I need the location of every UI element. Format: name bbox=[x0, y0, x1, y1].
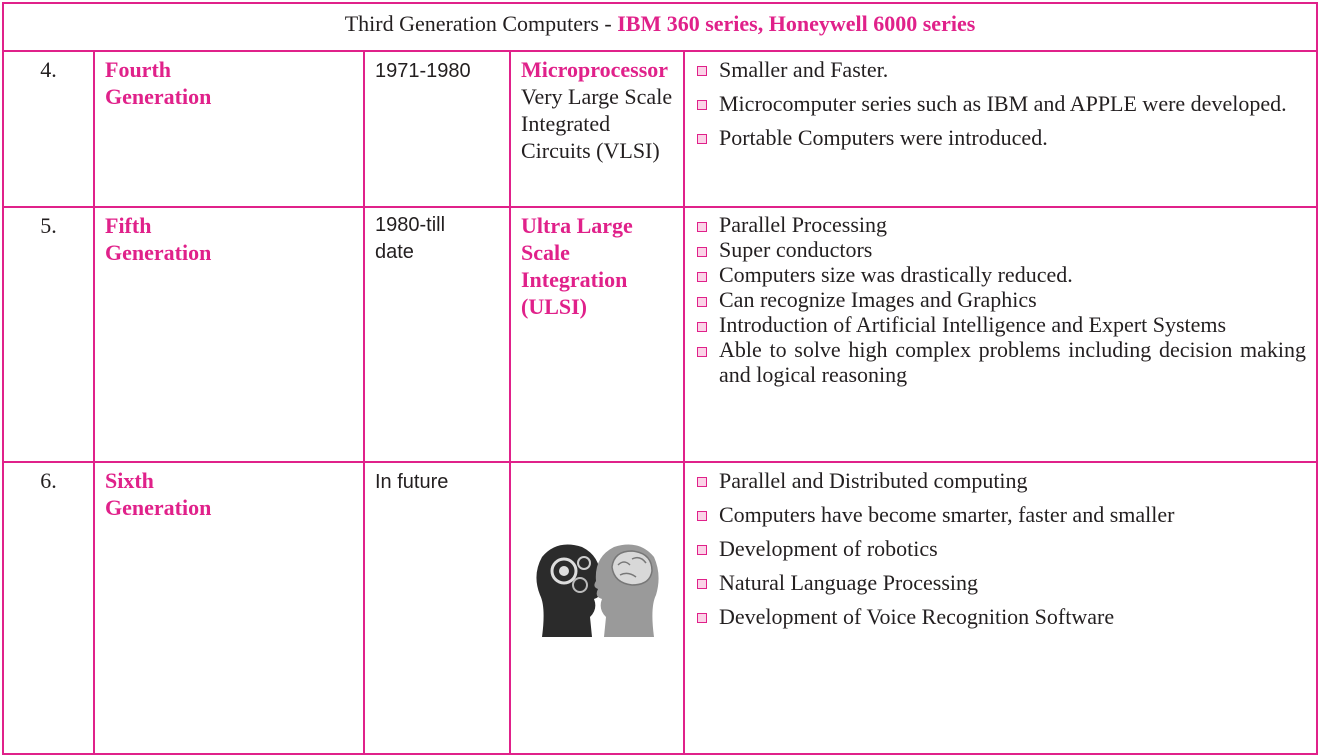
features-cell: Smaller and Faster. Microcomputer series … bbox=[683, 50, 1318, 208]
period-cell: 1971-1980 bbox=[363, 50, 511, 208]
features-list: Parallel and Distributed computing Comput… bbox=[695, 467, 1306, 630]
technology-cell: Ultra Large Scale Integration (ULSI) bbox=[509, 206, 685, 463]
feature-item: Able to solve high complex problems incl… bbox=[695, 337, 1306, 387]
feature-item: Natural Language Processing bbox=[695, 569, 1306, 596]
technology-highlight: Microprocessor bbox=[521, 57, 669, 82]
period: 1971-1980 bbox=[375, 60, 471, 82]
feature-item: Computers have become smarter, faster an… bbox=[695, 501, 1306, 528]
ai-heads-illustration bbox=[536, 544, 659, 637]
features-cell: Parallel and Distributed computing Comput… bbox=[683, 461, 1318, 755]
period: 1980-till date bbox=[375, 214, 446, 263]
technology: Very Large Scale Integrated Circuits (VL… bbox=[521, 84, 673, 163]
header-cell: Third Generation Computers - IBM 360 ser… bbox=[2, 2, 1318, 52]
generation-name: Fifth Generation bbox=[105, 213, 212, 265]
feature-item: Portable Computers were introduced. bbox=[695, 124, 1306, 151]
row-number: 5. bbox=[2, 206, 95, 463]
period-cell: In future bbox=[363, 461, 511, 755]
header-text: Third Generation Computers - bbox=[344, 11, 612, 36]
table-row: 6. Sixth Generation In future Parallel and… bbox=[2, 461, 1318, 755]
feature-item: Development of Voice Recognition Softwar… bbox=[695, 603, 1306, 630]
table-row: 5. Fifth Generation 1980-till date Ultra La… bbox=[2, 206, 1318, 463]
feature-item: Smaller and Faster. bbox=[695, 56, 1306, 83]
header-row: Third Generation Computers - IBM 360 ser… bbox=[2, 2, 1318, 52]
generation-cell: Fifth Generation bbox=[93, 206, 365, 463]
technology-cell bbox=[509, 461, 685, 755]
row-number: 4. bbox=[2, 50, 95, 208]
features-cell: Parallel Processing Super conductors Compu… bbox=[683, 206, 1318, 463]
header-highlight: IBM 360 series, Honeywell 6000 series bbox=[617, 11, 976, 36]
generation-cell: Sixth Generation bbox=[93, 461, 365, 755]
technology-cell: Microprocessor Very Large Scale Integrate… bbox=[509, 50, 685, 208]
table-row: 4. Fourth Generation 1971-1980 Microprocess… bbox=[2, 50, 1318, 208]
feature-item: Super conductors bbox=[695, 237, 1306, 262]
features-list: Smaller and Faster. Microcomputer series … bbox=[695, 56, 1306, 151]
technology-highlight: Ultra Large Scale Integration (ULSI) bbox=[521, 213, 633, 319]
features-list: Parallel Processing Super conductors Compu… bbox=[695, 212, 1306, 387]
generation-cell: Fourth Generation bbox=[93, 50, 365, 208]
feature-item: Introduction of Artificial Intelligence … bbox=[695, 312, 1306, 337]
row-number: 6. bbox=[2, 461, 95, 755]
period-cell: 1980-till date bbox=[363, 206, 511, 463]
feature-item: Parallel and Distributed computing bbox=[695, 467, 1306, 494]
feature-item: Development of robotics bbox=[695, 535, 1306, 562]
feature-item: Can recognize Images and Graphics bbox=[695, 287, 1306, 312]
generation-name: Fourth Generation bbox=[105, 57, 212, 109]
generation-name: Sixth Generation bbox=[105, 468, 212, 520]
feature-item: Microcomputer series such as IBM and APP… bbox=[695, 90, 1306, 117]
feature-item: Parallel Processing bbox=[695, 212, 1306, 237]
period: In future bbox=[375, 471, 449, 493]
feature-item: Computers size was drastically reduced. bbox=[695, 262, 1306, 287]
